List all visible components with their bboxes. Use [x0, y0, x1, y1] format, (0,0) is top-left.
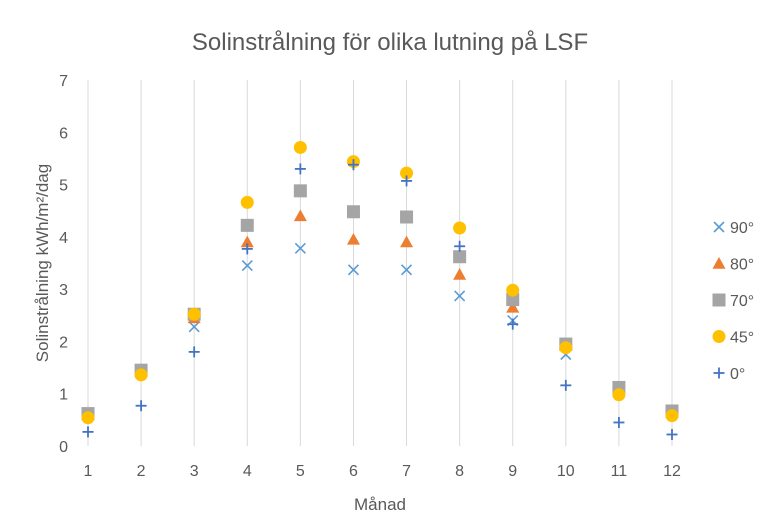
point-series-3-7 [400, 166, 414, 180]
x-tick-label: 1 [84, 463, 93, 480]
point-series-2-7 [400, 210, 414, 224]
y-tick-label: 0 [59, 439, 68, 456]
chart-title: Solinstrålning för olika lutning på LSF [192, 29, 588, 56]
legend-label: 45° [730, 330, 754, 347]
point-series-0-3 [188, 321, 200, 333]
point-series-4-2 [135, 400, 147, 412]
x-tick-label: 3 [190, 463, 199, 480]
y-tick-label: 5 [59, 178, 68, 195]
point-series-4-5 [294, 163, 306, 175]
point-series-2-6 [346, 205, 360, 219]
legend-item: 0° [713, 366, 745, 383]
legend-marker [712, 293, 726, 307]
legend-marker [713, 367, 725, 379]
point-series-1-8 [453, 268, 467, 280]
point-series-3-4 [240, 195, 254, 209]
point-series-0-4 [241, 260, 253, 272]
point-series-3-9 [506, 283, 520, 297]
point-series-0-7 [400, 264, 413, 276]
legend-item: 90° [713, 220, 754, 237]
point-series-4-4 [241, 243, 253, 255]
point-series-0-8 [454, 290, 466, 302]
point-series-3-2 [134, 368, 148, 382]
point-series-4-7 [401, 175, 413, 187]
point-series-4-1 [82, 426, 94, 438]
y-tick-label: 6 [59, 125, 68, 142]
point-series-4-9 [507, 318, 519, 330]
point-series-3-10 [559, 341, 573, 355]
point-series-3-1 [81, 411, 95, 425]
legend-label: 80° [730, 257, 754, 274]
x-tick-label: 9 [508, 463, 517, 480]
legend-label: 70° [730, 293, 754, 310]
point-series-0-6 [347, 264, 360, 276]
legend-item: 45° [712, 330, 754, 347]
point-series-4-12 [666, 428, 678, 440]
point-series-3-8 [453, 221, 467, 235]
x-tick-label: 8 [455, 463, 464, 480]
x-tick-label: 4 [243, 463, 252, 480]
y-axis-ticks: 0 1 2 3 4 5 6 7 [59, 73, 68, 456]
legend-marker [712, 257, 726, 269]
point-series-2-5 [293, 184, 307, 198]
legend-item: 70° [712, 293, 754, 310]
x-tick-label: 11 [611, 463, 628, 480]
legend-label: 0° [730, 366, 745, 383]
point-series-4-10 [560, 379, 572, 391]
y-tick-label: 2 [59, 334, 68, 351]
point-series-2-9 [506, 293, 520, 307]
point-series-1-5 [293, 209, 307, 222]
x-tick-label: 2 [137, 463, 146, 480]
x-tick-label: 5 [296, 463, 305, 480]
x-tick-label: 6 [349, 463, 358, 480]
x-axis-title: Månad [354, 495, 406, 514]
point-series-3-3 [187, 307, 201, 321]
legend: 90° 80° 70° 45° 0° [712, 220, 754, 383]
point-series-3-11 [612, 388, 626, 402]
point-series-4-11 [613, 416, 625, 428]
legend-marker [712, 330, 726, 343]
grid [87, 80, 673, 446]
point-series-4-6 [347, 159, 359, 171]
point-series-0-5 [294, 242, 306, 254]
x-tick-label: 10 [557, 463, 575, 480]
point-series-4-8 [454, 240, 466, 252]
y-tick-label: 7 [59, 73, 68, 90]
y-tick-label: 4 [59, 230, 68, 247]
x-tick-label: 7 [402, 463, 411, 480]
x-tick-label: 12 [663, 463, 681, 480]
y-tick-label: 1 [59, 387, 68, 404]
point-series-1-6 [346, 232, 360, 245]
point-series-3-5 [293, 140, 307, 154]
y-axis-title: Solinstrålning kWh/m²/dag [33, 164, 52, 362]
legend-item: 80° [712, 257, 754, 274]
point-series-2-8 [453, 250, 467, 264]
legend-label: 90° [730, 220, 754, 237]
point-series-1-7 [400, 235, 414, 248]
data-points [81, 140, 679, 440]
point-series-1-4 [240, 235, 254, 248]
x-axis-ticks: 1 2 3 4 5 6 7 8 9 10 11 12 [84, 463, 681, 480]
point-series-3-12 [665, 409, 679, 423]
point-series-4-3 [188, 346, 200, 358]
legend-marker [713, 221, 725, 233]
y-tick-label: 3 [59, 282, 68, 299]
point-series-1-9 [506, 300, 520, 313]
point-series-2-4 [240, 218, 254, 232]
